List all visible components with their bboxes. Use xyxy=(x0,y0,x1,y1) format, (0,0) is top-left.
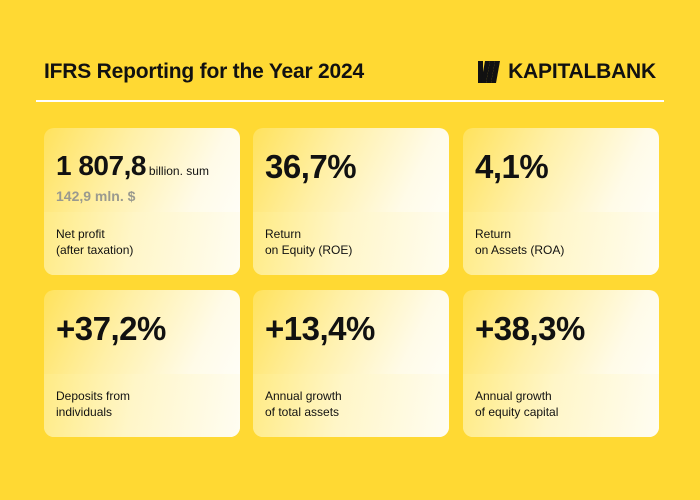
kpi-label: Net profit (after taxation) xyxy=(56,227,134,257)
kpi-label: Return on Equity (ROE) xyxy=(265,227,353,257)
kpi-card-roe: 36,7% Return on Equity (ROE) xyxy=(253,128,449,275)
kapitalbank-logo-icon xyxy=(478,61,501,83)
card-value-area: 1 807,8 billion. sum 142,9 mln. $ xyxy=(44,128,240,212)
kpi-value: +37,2% xyxy=(56,310,166,347)
page-title: IFRS Reporting for the Year 2024 xyxy=(44,60,364,83)
kpi-value: +13,4% xyxy=(265,310,375,347)
kpi-value-number: 1 807,8 xyxy=(56,150,146,181)
kpi-value: 36,7% xyxy=(265,148,357,185)
header-divider xyxy=(36,100,664,102)
kpi-label: Annual growth of equity capital xyxy=(475,389,559,419)
card-value-area: +13,4% xyxy=(253,290,449,374)
kpi-card-equity-capital: +38,3% Annual growth of equity capital xyxy=(463,290,659,437)
card-value-area: 36,7% xyxy=(253,128,449,212)
kpi-card-deposits: +37,2% Deposits from individuals xyxy=(44,290,240,437)
card-label-area: Deposits from individuals xyxy=(44,374,240,437)
brand-name: KAPITALBANK xyxy=(508,60,656,83)
brand-logo: KAPITALBANK xyxy=(478,58,656,86)
kpi-card-total-assets: +13,4% Annual growth of total assets xyxy=(253,290,449,437)
card-label-area: Annual growth of total assets xyxy=(253,374,449,437)
card-value-area: +38,3% xyxy=(463,290,659,374)
kpi-card-net-profit: 1 807,8 billion. sum 142,9 mln. $ Net pro… xyxy=(44,128,240,275)
kpi-value: 1 807,8 billion. sum xyxy=(56,150,209,182)
kpi-subvalue: 142,9 mln. $ xyxy=(56,188,136,204)
kpi-label: Return on Assets (ROA) xyxy=(475,227,565,257)
kpi-value: +38,3% xyxy=(475,310,585,347)
card-value-area: 4,1% xyxy=(463,128,659,212)
card-label-area: Annual growth of equity capital xyxy=(463,374,659,437)
kpi-unit: billion. sum xyxy=(148,164,209,178)
kpi-label: Annual growth of total assets xyxy=(265,389,342,419)
card-value-area: +37,2% xyxy=(44,290,240,374)
card-label-area: Net profit (after taxation) xyxy=(44,212,240,275)
kpi-value: 4,1% xyxy=(475,148,549,185)
card-label-area: Return on Assets (ROA) xyxy=(463,212,659,275)
card-label-area: Return on Equity (ROE) xyxy=(253,212,449,275)
kpi-card-roa: 4,1% Return on Assets (ROA) xyxy=(463,128,659,275)
kpi-label: Deposits from individuals xyxy=(56,389,131,419)
header: IFRS Reporting for the Year 2024 KAPITAL… xyxy=(36,56,664,102)
